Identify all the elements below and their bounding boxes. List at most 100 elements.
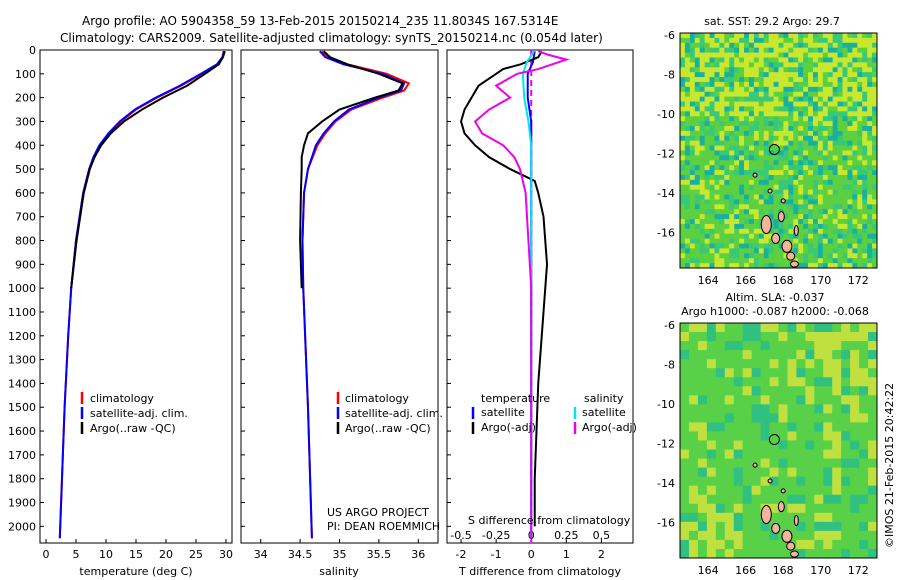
map-cell — [783, 214, 789, 220]
map-cell — [841, 377, 851, 387]
map-cell — [734, 179, 740, 186]
map-cell — [719, 86, 725, 93]
argo-float-marker — [768, 144, 780, 156]
map-cell — [832, 199, 839, 205]
map-cell — [734, 233, 740, 240]
map-cell — [680, 33, 686, 39]
map-cell — [788, 258, 794, 264]
map-cell — [823, 458, 833, 469]
map-cell — [694, 47, 701, 54]
map-cell — [684, 228, 691, 235]
map-cell — [734, 263, 740, 269]
map-cell — [734, 204, 740, 210]
map-cell — [748, 67, 755, 73]
map-cell — [689, 130, 696, 137]
map-cell — [803, 214, 809, 220]
x-tick-label: 20 — [159, 548, 173, 561]
map-cell — [704, 209, 711, 215]
map-cell — [783, 170, 789, 176]
map-cell — [850, 449, 860, 460]
map-cell — [862, 155, 868, 161]
map-cell — [788, 209, 794, 215]
map-cell — [837, 253, 844, 259]
map-cell — [734, 116, 740, 122]
map-cell — [868, 359, 878, 369]
map-cell — [704, 238, 711, 245]
map-cell — [847, 238, 853, 245]
map-cell — [783, 194, 789, 200]
map-cell — [832, 485, 842, 496]
map-cell — [867, 67, 873, 73]
map-cell — [734, 150, 740, 156]
map-cell — [773, 199, 779, 205]
map-cell — [758, 106, 765, 112]
map-cell — [715, 350, 726, 360]
map-cell — [827, 223, 834, 230]
map-cell — [709, 130, 715, 137]
map-cell — [729, 189, 735, 196]
map-cell — [783, 52, 789, 58]
map-cell — [760, 467, 771, 478]
map-cell — [709, 199, 715, 205]
map-cell — [680, 140, 686, 147]
map-cell — [680, 350, 690, 360]
map-cell — [862, 111, 868, 117]
map-y-tick-label: -16 — [657, 226, 675, 239]
map-cell — [680, 386, 690, 396]
y-tick-label: 2000 — [8, 520, 36, 533]
map-cell — [832, 170, 839, 176]
x-tick-label: 15 — [129, 548, 143, 561]
map-cell — [719, 214, 725, 220]
map-cell — [857, 223, 863, 230]
island — [771, 522, 781, 534]
map-cell — [697, 350, 708, 360]
map-cell — [812, 209, 819, 215]
map-cell — [822, 258, 829, 264]
map-cell — [832, 52, 839, 58]
map-cell — [787, 503, 797, 514]
map-cell — [842, 42, 848, 49]
map-cell — [805, 494, 815, 505]
map-cell — [783, 121, 789, 127]
map-cell — [699, 67, 706, 73]
map-cell — [867, 106, 873, 112]
map-cell — [729, 86, 735, 93]
map-cell — [768, 253, 775, 259]
map-cell — [852, 233, 858, 240]
map-cell — [867, 209, 873, 215]
map-cell — [758, 116, 765, 122]
map-cell — [850, 485, 860, 496]
map-cell — [729, 263, 735, 269]
map-cell — [694, 228, 701, 235]
map-cell — [744, 37, 750, 44]
map-cell — [872, 72, 878, 78]
map-cell — [734, 243, 740, 249]
map-cell — [688, 476, 699, 487]
map-cell — [688, 404, 699, 414]
map-cell — [796, 449, 806, 460]
y-tick-label: 600 — [15, 187, 36, 200]
map-cell — [859, 476, 869, 487]
map-cell — [793, 150, 799, 156]
map-cell — [680, 165, 686, 171]
map-cell — [689, 258, 696, 264]
map-cell — [763, 165, 770, 171]
map-cell — [733, 512, 744, 523]
map-cell — [778, 395, 788, 405]
map-cell — [753, 52, 760, 58]
map-cell — [783, 81, 789, 88]
map-cell — [778, 174, 784, 181]
map-cell — [832, 248, 839, 254]
map-cell — [798, 57, 804, 63]
map-cell — [680, 458, 690, 469]
map-cell — [872, 155, 878, 161]
map-cell — [699, 150, 706, 156]
map-cell — [758, 37, 765, 44]
map-cell — [832, 101, 839, 107]
map-cell — [859, 539, 869, 550]
map-cell — [684, 238, 691, 245]
map-cell — [684, 150, 691, 156]
map-cell — [788, 219, 794, 225]
map-cell — [704, 130, 711, 137]
map-cell — [783, 155, 789, 161]
